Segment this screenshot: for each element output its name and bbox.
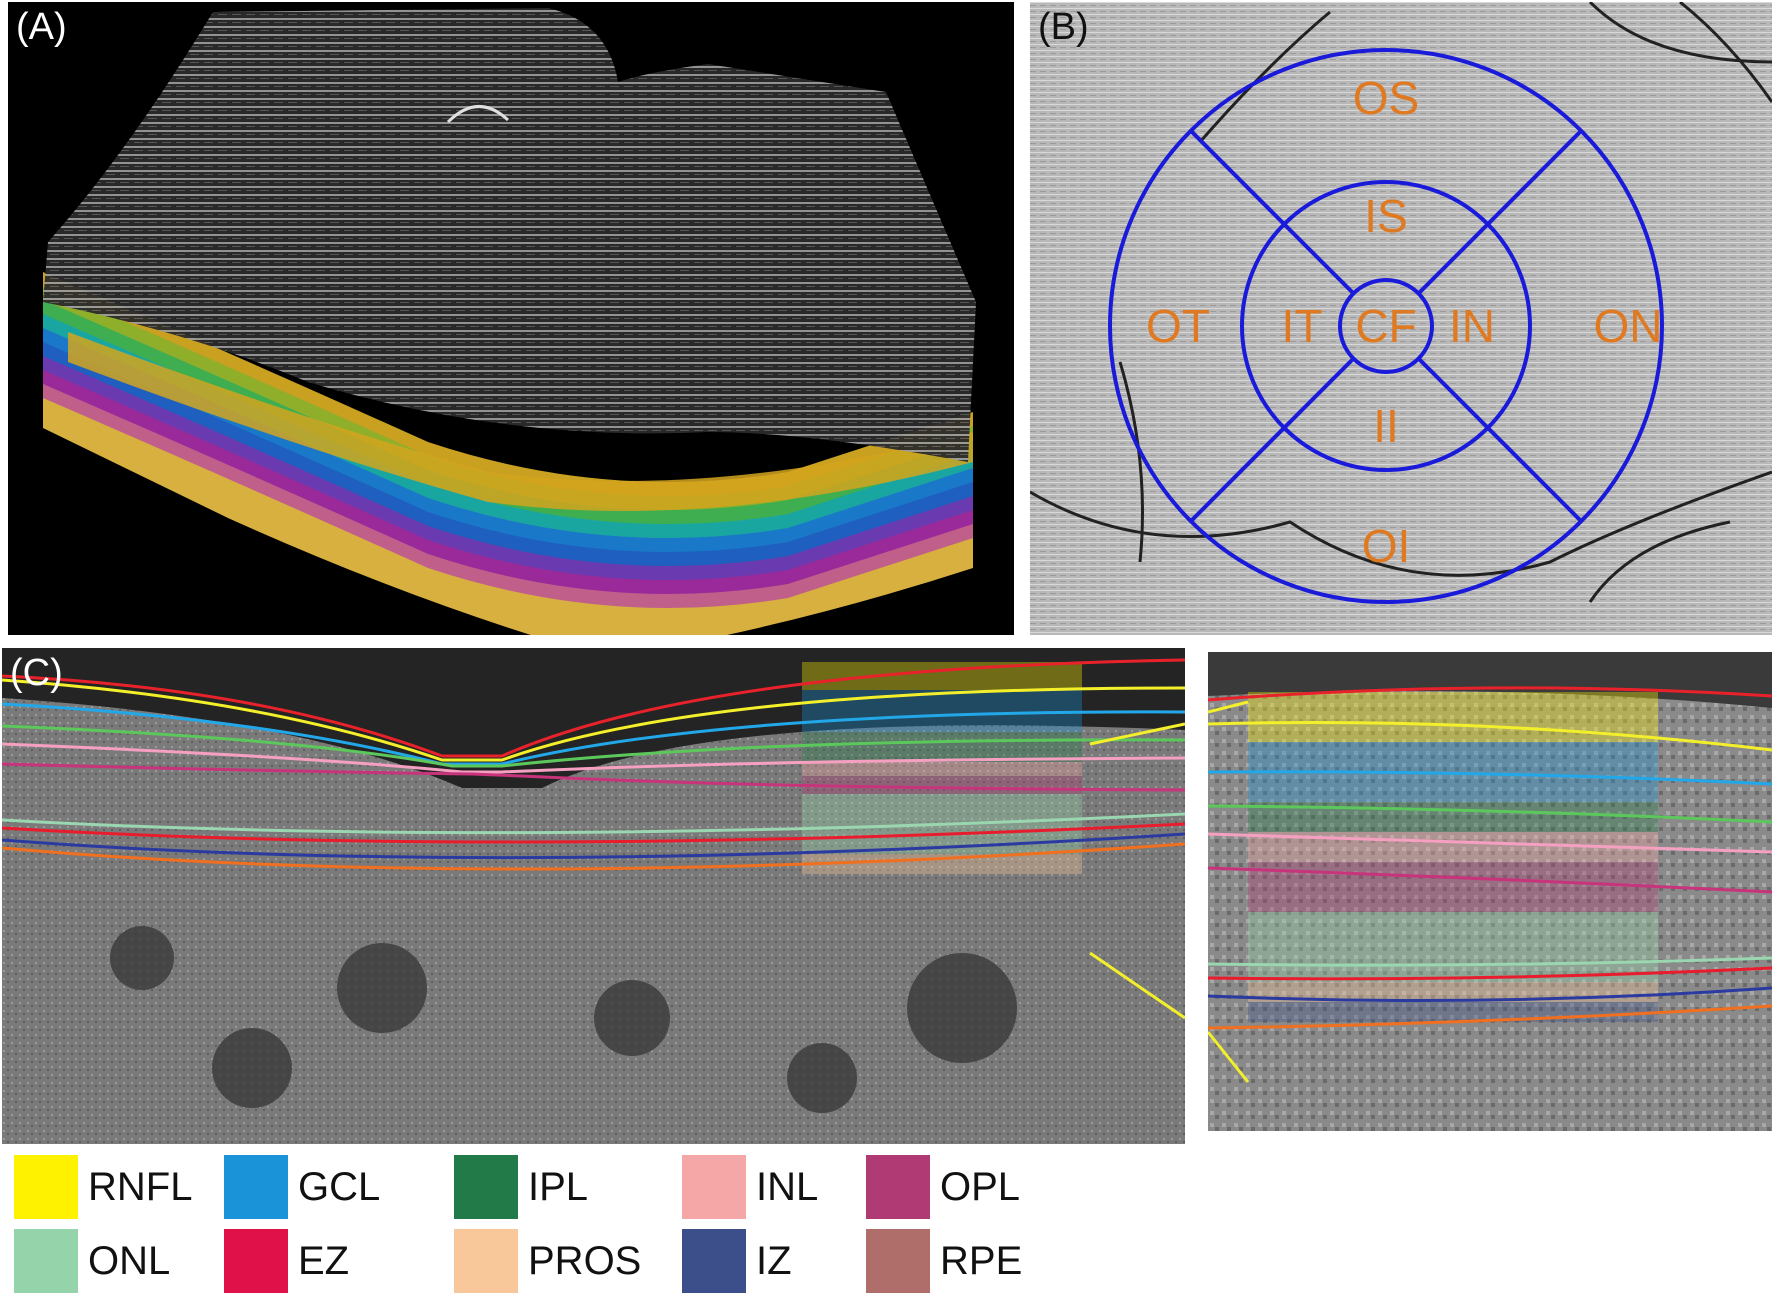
legend-label: IZ bbox=[756, 1239, 792, 1283]
panel-a-layer bbox=[43, 384, 973, 635]
inset-boundary-onl bbox=[1208, 956, 1772, 967]
boundary-inl bbox=[2, 742, 1185, 774]
inset-shaded-band bbox=[1248, 692, 1658, 1022]
panel-a-oct-volume bbox=[43, 8, 976, 462]
etdrs-region-label: IN bbox=[1449, 300, 1495, 352]
etdrs-region-label: OT bbox=[1146, 300, 1210, 352]
etdrs-grid: OS IS OT IT CF IN ON II OI bbox=[1108, 48, 1664, 604]
panel-a-label: (A) bbox=[16, 6, 67, 48]
legend-swatch bbox=[682, 1155, 746, 1219]
panel-a-layer bbox=[43, 398, 973, 635]
etdrs-sector-line bbox=[1189, 357, 1355, 523]
panel-b-etdrs-grid: OS IS OT IT CF IN ON II OI (B) bbox=[1030, 2, 1772, 635]
inset-boundary-ipl bbox=[1208, 804, 1772, 824]
inset-boundary-opl bbox=[1208, 866, 1772, 894]
boundary-onl bbox=[2, 812, 1185, 835]
panel-a-canvas bbox=[43, 8, 976, 635]
legend-swatch bbox=[866, 1155, 930, 1219]
inset-connector-top bbox=[1208, 700, 1249, 714]
boundary-ipl bbox=[2, 724, 1185, 768]
legend-label: OPL bbox=[940, 1165, 1021, 1209]
panel-b-label: (B) bbox=[1038, 6, 1089, 48]
etdrs-sector-line bbox=[1417, 357, 1583, 523]
etdrs-region-label: ON bbox=[1594, 300, 1663, 352]
inset-boundary-ez bbox=[1208, 966, 1772, 981]
inset-shaded-layer bbox=[1248, 692, 1658, 742]
inset-boundary-gcl bbox=[1208, 770, 1772, 786]
etdrs-ring bbox=[1338, 278, 1434, 374]
inset-shaded-layer bbox=[1248, 862, 1658, 912]
inset-boundary-inl bbox=[1208, 832, 1772, 854]
boundary-rnfl bbox=[2, 678, 1185, 762]
panel-a-3d-surface: (A) bbox=[8, 2, 1014, 635]
layer-legend: RNFL GCL IPL INL OPL ONL EZ PROS IZ RPE bbox=[14, 1155, 1074, 1295]
etdrs-ring bbox=[1240, 180, 1532, 472]
boundary-gcl bbox=[2, 702, 1185, 766]
etdrs-region-label: OI bbox=[1362, 520, 1411, 572]
legend-label: RPE bbox=[940, 1239, 1023, 1283]
etdrs-region-label: IT bbox=[1282, 300, 1323, 352]
panel-c-bscan: (C) bbox=[2, 648, 1185, 1144]
shaded-layer bbox=[802, 854, 1082, 874]
legend-swatch bbox=[682, 1229, 746, 1293]
inset-boundaries bbox=[1208, 686, 1772, 1030]
boundary-ilm bbox=[2, 658, 1185, 758]
legend-swatch bbox=[454, 1155, 518, 1219]
legend-label: INL bbox=[756, 1165, 819, 1209]
etdrs-sector-line bbox=[1189, 129, 1355, 295]
panel-b-canvas: OS IS OT IT CF IN ON II OI bbox=[1030, 2, 1772, 635]
zoom-connector-top bbox=[1089, 722, 1185, 746]
shaded-layer bbox=[802, 662, 1082, 690]
shaded-layer bbox=[802, 732, 1082, 762]
inset-boundary-iz bbox=[1208, 986, 1772, 1002]
inset-shaded-layer bbox=[1248, 912, 1658, 982]
boundary-opl bbox=[2, 762, 1185, 792]
panel-c-boundaries bbox=[2, 658, 1185, 871]
legend-swatch bbox=[866, 1229, 930, 1293]
etdrs-region-label: OS bbox=[1353, 72, 1419, 124]
etdrs-region-label: CF bbox=[1355, 300, 1416, 352]
boundary-rpe bbox=[2, 842, 1185, 871]
panel-c-label: (C) bbox=[10, 652, 63, 694]
boundary-iz bbox=[2, 832, 1185, 860]
zoom-connector-bottom bbox=[1089, 951, 1185, 1020]
legend-label: EZ bbox=[298, 1239, 350, 1283]
panel-c-canvas bbox=[2, 648, 1185, 1144]
boundary-ez bbox=[2, 822, 1185, 844]
legend-label: RNFL bbox=[88, 1165, 193, 1209]
inset-boundary-rpe bbox=[1208, 1004, 1772, 1030]
legend-swatch bbox=[454, 1229, 518, 1293]
panel-c-inset-zoom bbox=[1208, 652, 1772, 1131]
shaded-layer bbox=[802, 762, 1082, 776]
shaded-layer bbox=[802, 690, 1082, 732]
etdrs-region-label: IS bbox=[1364, 190, 1407, 242]
etdrs-region-label: II bbox=[1373, 400, 1399, 452]
panel-a-layer-stack bbox=[43, 272, 973, 635]
etdrs-sector-line bbox=[1417, 129, 1583, 295]
inset-shaded-layer bbox=[1248, 982, 1658, 1002]
retinal-vessels bbox=[1030, 2, 1772, 603]
legend-label: PROS bbox=[528, 1239, 642, 1283]
panel-a-top-layer bbox=[68, 332, 973, 511]
choroid-vessels bbox=[110, 926, 1017, 1113]
legend-label: GCL bbox=[298, 1165, 381, 1209]
inset-boundary-ilm bbox=[1208, 686, 1772, 702]
legend-label: ONL bbox=[88, 1239, 171, 1283]
legend-swatch bbox=[14, 1155, 78, 1219]
panel-c-inset-canvas bbox=[1208, 652, 1772, 1131]
legend-swatch bbox=[224, 1229, 288, 1293]
foveal-pit-mark bbox=[446, 105, 510, 124]
inset-boundary-rnfl bbox=[1208, 720, 1772, 752]
inset-shaded-layer bbox=[1248, 1002, 1658, 1022]
legend-label: IPL bbox=[528, 1165, 589, 1209]
inset-connector-bottom bbox=[1208, 1031, 1250, 1083]
etdrs-ring bbox=[1108, 48, 1664, 604]
legend-swatch bbox=[224, 1155, 288, 1219]
legend-swatch bbox=[14, 1229, 78, 1293]
